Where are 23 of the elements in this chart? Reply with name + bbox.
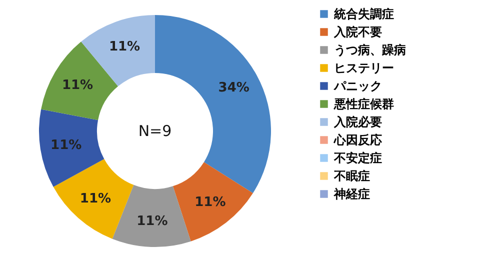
donut-slice — [53, 158, 134, 239]
data-label: 11% — [108, 39, 140, 54]
data-label: 34% — [218, 80, 250, 96]
legend-label: 不安定症 — [333, 151, 382, 165]
legend-label: 心因反応 — [333, 133, 382, 147]
legend-label: 統合失調症 — [333, 7, 394, 21]
data-label: 11% — [194, 195, 226, 210]
legend-label: 不眠症 — [333, 169, 370, 183]
data-label: 11% — [80, 192, 112, 207]
legend-label: パニック — [333, 79, 382, 93]
donut-slice — [39, 109, 104, 187]
data-label: 11% — [136, 214, 168, 229]
text: N=9 — [138, 122, 172, 140]
legend-label: 神経症 — [333, 187, 370, 201]
data-label: 11% — [50, 138, 82, 154]
legend-label: 悪性症候群 — [333, 97, 394, 111]
donut-slice — [112, 184, 191, 247]
donut-slice — [172, 162, 253, 242]
data-label: 11% — [62, 78, 94, 94]
legend-label: 入院不要 — [333, 25, 382, 39]
legend-label: うつ病、躁病 — [334, 43, 406, 57]
legend-label: ヒステリー — [334, 61, 394, 75]
legend-label: 入院必要 — [333, 115, 382, 129]
